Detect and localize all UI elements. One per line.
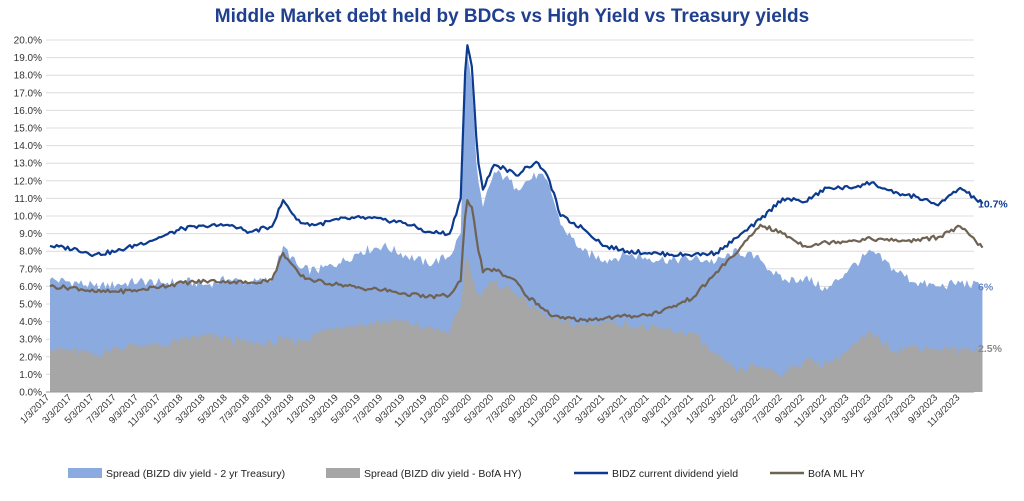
- legend-swatch: [68, 468, 102, 478]
- area-series-2: [50, 256, 983, 392]
- y-tick-label: 19.0%: [14, 53, 42, 64]
- y-tick-label: 20.0%: [14, 36, 42, 47]
- y-tick-label: 15.0%: [14, 124, 42, 135]
- y-tick-label: 8.0%: [19, 247, 42, 258]
- line-series-3: [49, 44, 984, 258]
- legend: Spread (BIZD div yield - 2 yr Treasury) S…: [68, 468, 865, 480]
- y-tick-label: 4.0%: [19, 317, 42, 328]
- end-label-series-3: 10.7%: [978, 199, 1008, 211]
- end-labels: 6% 2.5% 10.7%: [978, 199, 1008, 355]
- legend-label: Spread (BIZD div yield - BofA HY): [364, 468, 522, 480]
- y-tick-label: 13.0%: [14, 159, 42, 170]
- line-series-4: [49, 199, 984, 323]
- legend-label: BofA ML HY: [808, 468, 865, 480]
- y-tick-label: 6.0%: [19, 282, 42, 293]
- end-label-series-2: 2.5%: [978, 343, 1003, 355]
- y-tick-label: 9.0%: [19, 229, 42, 240]
- y-tick-label: 12.0%: [14, 176, 42, 187]
- line-series-layer: [49, 44, 984, 323]
- y-tick-label: 17.0%: [14, 88, 42, 99]
- y-tick-label: 18.0%: [14, 71, 42, 82]
- area-series-layer: [50, 55, 983, 393]
- legend-label: Spread (BIZD div yield - 2 yr Treasury): [106, 468, 285, 480]
- end-label-series-1: 6%: [978, 281, 994, 293]
- y-tick-label: 14.0%: [14, 141, 42, 152]
- y-tick-label: 5.0%: [19, 300, 42, 311]
- y-tick-label: 2.0%: [19, 352, 42, 363]
- y-tick-label: 1.0%: [19, 370, 42, 381]
- chart-title: Middle Market debt held by BDCs vs High …: [214, 6, 810, 27]
- y-tick-label: 11.0%: [14, 194, 42, 205]
- legend-swatch: [326, 468, 360, 478]
- legend-label: BIDZ current dividend yield: [612, 468, 738, 480]
- y-tick-label: 10.0%: [14, 212, 42, 223]
- y-tick-label: 0.0%: [19, 388, 42, 399]
- y-tick-label: 7.0%: [19, 264, 42, 275]
- area-series-1: [50, 55, 983, 393]
- y-tick-label: 3.0%: [19, 335, 42, 346]
- y-tick-label: 16.0%: [14, 106, 42, 117]
